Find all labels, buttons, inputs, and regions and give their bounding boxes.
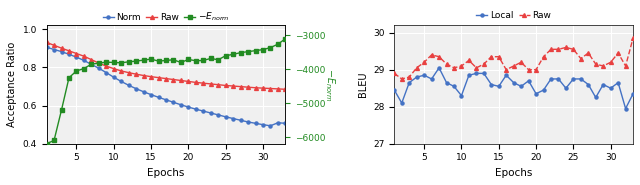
Y-axis label: Acceptance Ratio: Acceptance Ratio [7,42,17,127]
X-axis label: Epochs: Epochs [147,168,185,178]
Y-axis label: BLEU: BLEU [358,72,367,97]
Legend: Norm, Raw, $-E_{norm}$: Norm, Raw, $-E_{norm}$ [103,11,229,23]
X-axis label: Epochs: Epochs [495,168,532,178]
Y-axis label: $-E_{norm}$: $-E_{norm}$ [323,68,337,101]
Legend: Local, Raw: Local, Raw [476,11,551,20]
